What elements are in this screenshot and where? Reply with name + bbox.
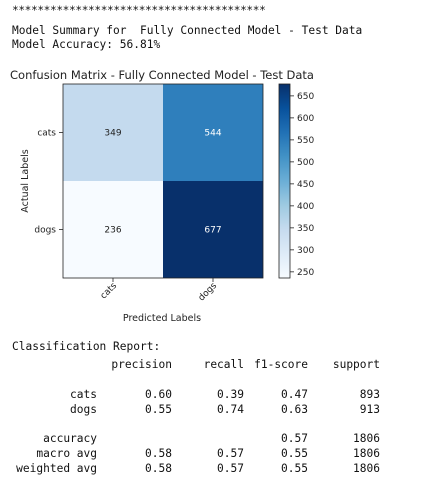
precision-value: 0.58: [145, 462, 172, 475]
report-row-accuracy: accuracy 0.57 1806: [12, 431, 380, 446]
colorbar-tick-label: 250: [297, 268, 314, 278]
empty-cell: [97, 431, 172, 446]
precision-value: 0.60: [145, 388, 172, 401]
y-tick-label: cats: [37, 129, 56, 139]
x-tick-label: dogs: [197, 281, 220, 304]
row-label: cats: [70, 388, 97, 401]
report-title: Classification Report:: [12, 340, 161, 353]
colorbar-tick-label: 400: [297, 202, 314, 212]
heatmap-cell-label: 349: [104, 129, 121, 139]
row-label: macro avg: [36, 447, 97, 460]
report-header-support: support: [332, 357, 380, 371]
report-row-dogs: dogs 0.55 0.74 0.63 913: [12, 402, 380, 417]
row-label: dogs: [70, 403, 97, 416]
recall-value: 0.74: [217, 403, 244, 416]
report-header-recall: recall: [203, 357, 244, 371]
heatmap-cell: [63, 181, 163, 278]
colorbar-tick-label: 500: [297, 158, 314, 168]
heatmap-frame: [62, 83, 264, 279]
model-summary-line: Model Summary for Fully Connected Model …: [12, 24, 363, 37]
report-header-row: precision recall f1-score support: [12, 355, 380, 373]
x-tick-label: cats: [99, 281, 120, 302]
report-row-cats: cats 0.60 0.39 0.47 893: [12, 387, 380, 402]
support-value: 893: [359, 388, 380, 401]
recall-value: 0.57: [217, 462, 244, 475]
support-value: 1806: [353, 462, 380, 475]
f1-value: 0.47: [281, 388, 308, 401]
y-axis-label: Actual Labels: [20, 149, 31, 212]
confusion-matrix-figure: Confusion Matrix - Fully Connected Model…: [10, 68, 314, 324]
report-row-weighted-avg: weighted avg 0.58 0.57 0.55 1806: [12, 461, 380, 476]
model-accuracy-line: Model Accuracy: 56.81%: [12, 38, 161, 51]
colorbar-tick-label: 450: [297, 180, 314, 190]
classification-report-table: precision recall f1-score support cats 0…: [12, 355, 380, 476]
f1-value: 0.63: [281, 403, 308, 416]
chart-title: Confusion Matrix - Fully Connected Model…: [10, 68, 314, 82]
f1-value: 0.55: [281, 447, 308, 460]
colorbar-tick-label: 550: [297, 136, 314, 146]
row-label: weighted avg: [16, 462, 97, 475]
colorbar-gradient: [279, 84, 290, 278]
colorbar-tick-label: 300: [297, 246, 314, 256]
report-header-blank: [12, 355, 97, 373]
precision-value: 0.55: [145, 403, 172, 416]
empty-cell: [172, 431, 244, 446]
report-row-macro-avg: macro avg 0.58 0.57 0.55 1806: [12, 446, 380, 461]
heatmap-cell: [163, 84, 263, 181]
colorbar-tick-label: 350: [297, 224, 314, 234]
report-header-precision: precision: [111, 357, 172, 371]
colorbar-frame: [278, 83, 291, 279]
x-axis-label: Predicted Labels: [123, 313, 201, 324]
heatmap-cell-label: 677: [204, 226, 221, 236]
heatmap-cell: [163, 181, 263, 278]
report-header-f1: f1-score: [254, 357, 308, 371]
heatmap-cell-label: 236: [104, 226, 121, 236]
separator-line: ****************************************: [12, 4, 266, 17]
heatmap-cell: [63, 84, 163, 181]
row-label: accuracy: [43, 432, 97, 445]
report-spacer: [12, 417, 380, 431]
y-tick-label: dogs: [34, 226, 56, 236]
recall-value: 0.57: [217, 447, 244, 460]
recall-value: 0.39: [217, 388, 244, 401]
precision-value: 0.58: [145, 447, 172, 460]
support-value: 1806: [353, 447, 380, 460]
f1-value: 0.57: [281, 432, 308, 445]
report-spacer: [12, 373, 380, 387]
support-value: 1806: [353, 432, 380, 445]
heatmap-cell-label: 544: [204, 129, 221, 139]
f1-value: 0.55: [281, 462, 308, 475]
support-value: 913: [359, 403, 380, 416]
colorbar-tick-label: 600: [297, 114, 314, 124]
colorbar-tick-label: 650: [297, 92, 314, 102]
